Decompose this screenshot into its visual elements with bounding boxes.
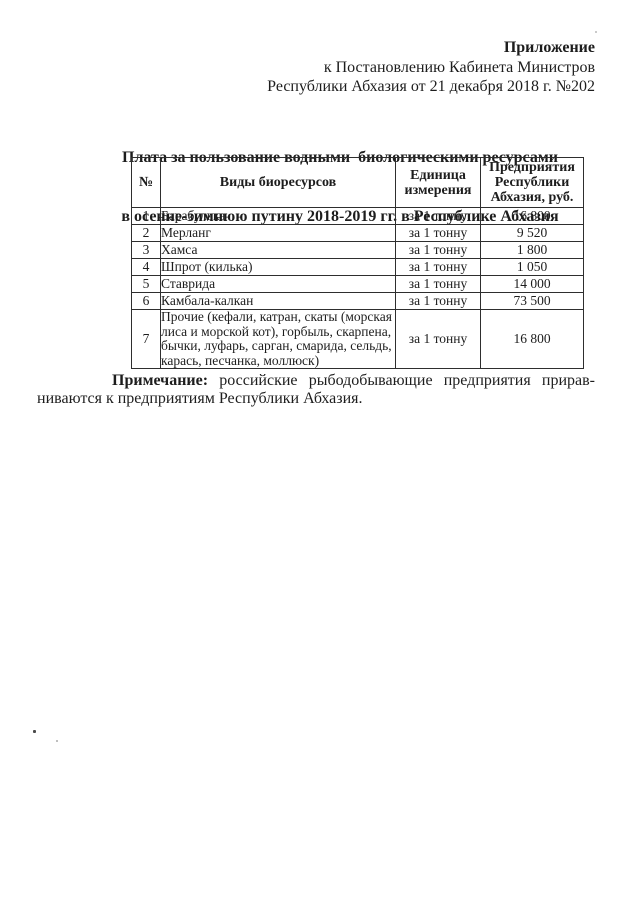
row-number: 5 <box>131 275 161 293</box>
row-number: 6 <box>131 292 161 310</box>
column-header-number: № <box>131 157 161 208</box>
table-row: 1 Барабулька за 1 тонну 16 800 <box>131 207 584 225</box>
resource-name: Барабулька <box>160 207 396 225</box>
table-row: 2 Мерланг за 1 тонну 9 520 <box>131 224 584 242</box>
note-line-2: ниваются к предприятиям Республики Абхаз… <box>37 389 363 407</box>
row-number: 3 <box>131 241 161 259</box>
resource-name: Мерланг <box>160 224 396 242</box>
column-header-resource-types: Виды биоресурсов <box>160 157 396 208</box>
scan-speck <box>33 730 36 733</box>
note-paragraph: Примечание: российские рыбодобывающие пр… <box>37 372 595 407</box>
table-header-row: № Виды биоресурсов Единица измерения Пре… <box>131 157 584 208</box>
table-row: 4 Шпрот (килька) за 1 тонну 1 050 <box>131 258 584 276</box>
row-number: 4 <box>131 258 161 276</box>
price-value: 14 000 <box>480 275 584 293</box>
unit-value: за 1 тонну <box>395 224 481 242</box>
price-value: 9 520 <box>480 224 584 242</box>
note-label: Примечание: <box>112 372 209 389</box>
price-value: 16 800 <box>480 207 584 225</box>
price-value: 73 500 <box>480 292 584 310</box>
annex-header: Приложение к Постановлению Кабинета Мини… <box>267 38 595 97</box>
row-number: 2 <box>131 224 161 242</box>
price-value: 1 050 <box>480 258 584 276</box>
unit-value: за 1 тонну <box>395 309 481 369</box>
table-row: 3 Хамса за 1 тонну 1 800 <box>131 241 584 259</box>
price-value: 16 800 <box>480 309 584 369</box>
annex-header-line-1: Приложение <box>503 39 595 56</box>
resource-name: Прочие (кефали, катран, скаты (морская л… <box>160 309 396 369</box>
table-row: 5 Ставрида за 1 тонну 14 000 <box>131 275 584 293</box>
row-number: 7 <box>131 309 161 369</box>
unit-value: за 1 тонну <box>395 207 481 225</box>
column-header-price: Предприятия Республики Абхазия, руб. <box>480 157 584 208</box>
unit-value: за 1 тонну <box>395 241 481 259</box>
bioresources-fee-table: № Виды биоресурсов Единица измерения Пре… <box>131 157 584 369</box>
note-text-start: российские рыбодобывающие предприятия пр… <box>219 372 595 389</box>
resource-name: Хамса <box>160 241 396 259</box>
note-line-1: Примечание: российские рыбодобывающие пр… <box>37 372 595 390</box>
scan-speck <box>56 740 58 742</box>
table-row: 7 Прочие (кефали, катран, скаты (морская… <box>131 309 584 369</box>
annex-header-line-3: Республики Абхазия от 21 декабря 2018 г.… <box>267 78 595 95</box>
resource-name: Ставрида <box>160 275 396 293</box>
scan-speck <box>595 31 597 33</box>
resource-name: Шпрот (килька) <box>160 258 396 276</box>
unit-value: за 1 тонну <box>395 258 481 276</box>
resource-name: Камбала-калкан <box>160 292 396 310</box>
table-row: 6 Камбала-калкан за 1 тонну 73 500 <box>131 292 584 310</box>
price-value: 1 800 <box>480 241 584 259</box>
row-number: 1 <box>131 207 161 225</box>
column-header-unit: Единица измерения <box>395 157 481 208</box>
unit-value: за 1 тонну <box>395 275 481 293</box>
unit-value: за 1 тонну <box>395 292 481 310</box>
annex-header-line-2: к Постановлению Кабинета Министров <box>323 58 595 76</box>
